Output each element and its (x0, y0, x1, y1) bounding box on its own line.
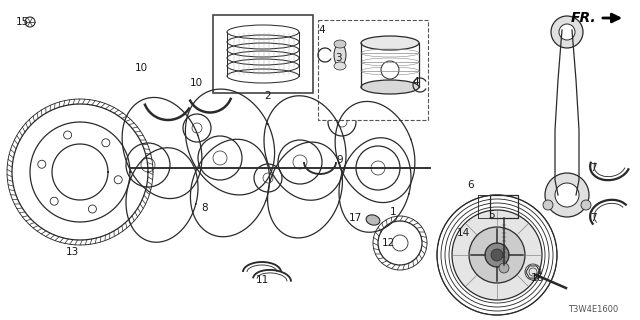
Bar (318, 20, 428, 120)
Circle shape (543, 200, 553, 210)
Text: T3W4E1600: T3W4E1600 (568, 306, 618, 315)
Text: 1: 1 (390, 207, 397, 217)
Text: 6: 6 (467, 180, 474, 190)
Text: 10: 10 (135, 63, 148, 73)
Ellipse shape (366, 215, 380, 225)
Circle shape (551, 16, 583, 48)
Text: 16: 16 (531, 273, 543, 283)
Ellipse shape (334, 44, 346, 66)
Text: 2: 2 (265, 91, 271, 101)
Ellipse shape (334, 40, 346, 48)
Circle shape (491, 249, 503, 261)
Text: 4: 4 (412, 77, 419, 87)
Text: 4: 4 (319, 25, 325, 35)
Bar (213, 15, 313, 93)
Circle shape (545, 173, 589, 217)
Text: 7: 7 (590, 163, 596, 173)
Ellipse shape (334, 62, 346, 70)
Circle shape (485, 243, 509, 267)
Text: 17: 17 (348, 213, 362, 223)
Text: 5: 5 (488, 210, 495, 220)
Text: 13: 13 (65, 247, 79, 257)
Circle shape (559, 24, 575, 40)
Circle shape (555, 183, 579, 207)
Circle shape (581, 200, 591, 210)
Text: 3: 3 (335, 53, 341, 63)
Circle shape (381, 61, 399, 79)
Text: 12: 12 (381, 238, 395, 248)
Text: 11: 11 (255, 275, 269, 285)
Circle shape (469, 227, 525, 283)
Circle shape (499, 263, 509, 273)
Text: FR.: FR. (570, 11, 596, 25)
Text: 10: 10 (190, 78, 203, 88)
Text: 15: 15 (15, 17, 29, 27)
Ellipse shape (361, 36, 419, 50)
Circle shape (452, 210, 542, 300)
Text: 9: 9 (336, 155, 342, 165)
Text: 14: 14 (456, 228, 470, 238)
Text: 8: 8 (202, 203, 208, 213)
Ellipse shape (361, 80, 419, 94)
Text: 7: 7 (590, 213, 596, 223)
